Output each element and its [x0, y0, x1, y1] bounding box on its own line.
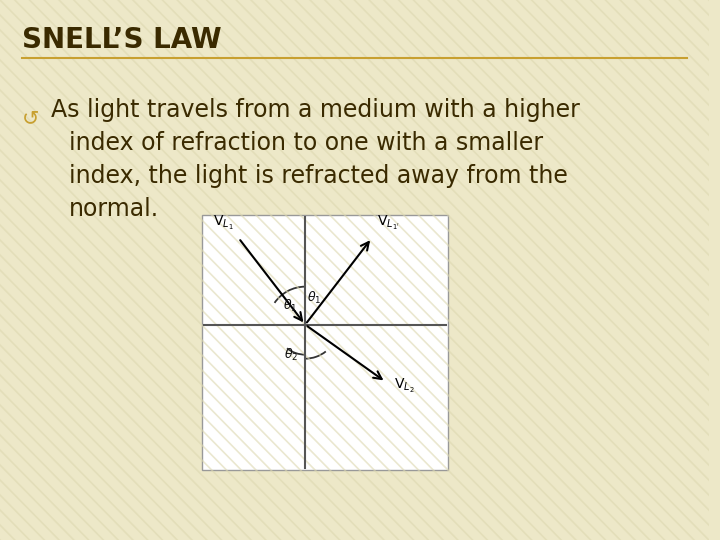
Text: $\theta_1$: $\theta_1$ [307, 290, 321, 306]
Text: V$_{L_1}$: V$_{L_1}$ [213, 214, 233, 232]
Text: V$_{L_{1'}}$: V$_{L_{1'}}$ [377, 214, 400, 232]
Text: index of refraction to one with a smaller: index of refraction to one with a smalle… [69, 131, 543, 155]
Text: normal.: normal. [69, 197, 159, 221]
Text: SNELL’S LAW: SNELL’S LAW [22, 26, 221, 54]
Bar [202, 215, 448, 470]
Text: V$_{L_2}$: V$_{L_2}$ [394, 377, 414, 395]
Text: $\theta_1$: $\theta_1$ [283, 298, 297, 314]
Text: index, the light is refracted away from the: index, the light is refracted away from … [69, 164, 568, 188]
Text: ↺: ↺ [22, 108, 39, 128]
Text: $\theta_2$: $\theta_2$ [284, 347, 299, 363]
Text: As light travels from a medium with a higher: As light travels from a medium with a hi… [51, 98, 580, 122]
